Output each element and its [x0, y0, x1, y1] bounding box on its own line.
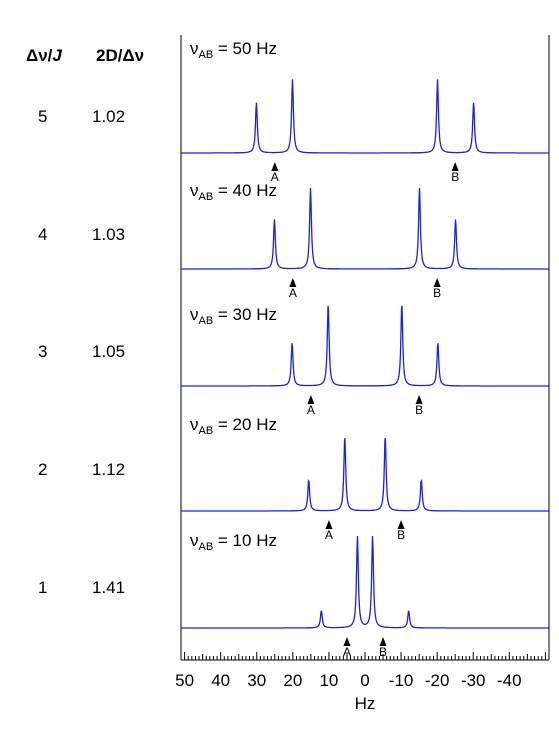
twoD-value-row-2: 1.03	[92, 225, 126, 244]
shift-marker-label: A	[307, 403, 315, 417]
shift-marker-arrow	[325, 520, 333, 529]
panel-label: νAB = 10 Hz	[190, 531, 277, 553]
spectrum-trace	[181, 187, 549, 270]
shift-marker-label: A	[271, 170, 279, 184]
twoD-value-row-5: 1.41	[92, 578, 126, 597]
x-tick-label: 10	[319, 671, 338, 690]
x-axis-title: Hz	[355, 694, 376, 713]
shift-marker-arrow	[271, 162, 279, 171]
x-tick-label: -20	[425, 671, 450, 690]
ratio-column-header: Δν/J	[26, 46, 62, 66]
ratio-value-row-3: 3	[38, 342, 48, 361]
spectrum-trace	[181, 437, 549, 512]
shift-marker-arrow	[397, 520, 405, 529]
x-tick-label: 0	[360, 671, 369, 690]
shift-marker-arrow	[415, 395, 423, 404]
ratio-value-row-2: 4	[38, 225, 48, 244]
panel-label: νAB = 20 Hz	[190, 415, 277, 437]
ratio-value-row-5: 1	[38, 578, 48, 597]
shift-marker-arrow	[433, 278, 441, 287]
shift-marker-arrow	[343, 637, 351, 646]
twoD-value-row-1: 1.02	[92, 107, 126, 126]
ratio-header-text: Δν/J	[26, 46, 62, 65]
x-tick-label: 40	[211, 671, 230, 690]
twoD-value-row-3: 1.05	[92, 342, 126, 361]
twoD-value-row-4: 1.12	[92, 460, 126, 479]
ratio-value-row-1: 5	[38, 107, 48, 126]
shift-marker-label: B	[379, 645, 387, 659]
ratio-value-row-4: 2	[38, 460, 48, 479]
x-tick-label: 50	[175, 671, 194, 690]
shift-marker-label: A	[289, 286, 297, 300]
shift-marker-label: B	[397, 528, 405, 542]
shift-marker-label: B	[433, 286, 441, 300]
shift-marker-label: B	[451, 170, 459, 184]
shift-marker-arrow	[379, 637, 387, 646]
spectrum-trace	[181, 305, 549, 387]
x-tick-label: 20	[283, 671, 302, 690]
shift-marker-arrow	[307, 395, 315, 404]
x-tick-label: -40	[497, 671, 522, 690]
panel-label: νAB = 40 Hz	[190, 181, 277, 203]
panel-label: νAB = 50 Hz	[190, 39, 277, 61]
spectrum-trace	[181, 535, 549, 629]
twoD-column-header: 2D/Δν	[96, 46, 145, 65]
x-tick-label: 30	[247, 671, 266, 690]
shift-marker-label: A	[343, 645, 351, 659]
panel-label: νAB = 30 Hz	[190, 305, 277, 327]
shift-marker-label: B	[415, 403, 423, 417]
x-tick-label: -30	[461, 671, 486, 690]
spectrum-trace	[181, 79, 549, 154]
shift-marker-arrow	[451, 162, 459, 171]
shift-marker-arrow	[289, 278, 297, 287]
x-tick-label: -10	[389, 671, 414, 690]
shift-marker-label: A	[325, 528, 333, 542]
